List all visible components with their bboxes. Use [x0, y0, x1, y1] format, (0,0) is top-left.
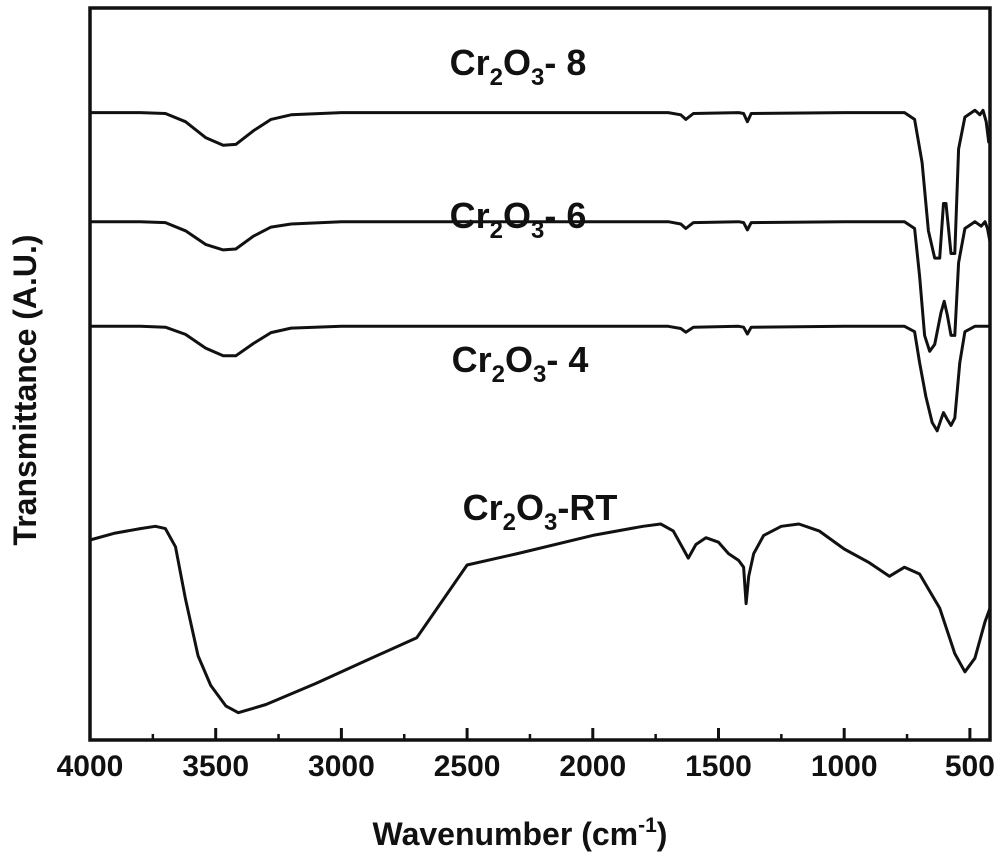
x-tick-label-3500: 3500 [182, 750, 249, 783]
series-curve-0 [88, 108, 992, 260]
y-axis-title: Transmittance (A.U.) [7, 234, 43, 545]
series-curves [88, 108, 992, 715]
plot-frame [88, 6, 992, 742]
series-label-1: Cr2O3- 6 [450, 195, 587, 244]
x-tick-label-2000: 2000 [559, 750, 626, 783]
x-axis-title: Wavenumber (cm-1) [373, 814, 668, 852]
x-axis-tick-labels: 4000 3500 3000 2500 2000 1500 1000 500 [57, 750, 995, 783]
series-curve-1 [88, 220, 992, 353]
x-tick-label-2500: 2500 [434, 750, 501, 783]
x-tick-label-1000: 1000 [811, 750, 878, 783]
series-labels: Cr2O3- 8 Cr2O3- 6 Cr2O3- 4 Cr2O3-RT [450, 42, 618, 536]
x-tick-label-4000: 4000 [57, 750, 124, 783]
series-curve-3 [88, 522, 992, 715]
series-curve-2 [88, 324, 992, 433]
x-axis-ticks [88, 728, 972, 740]
series-label-0: Cr2O3- 8 [450, 42, 587, 91]
x-tick-label-3000: 3000 [308, 750, 375, 783]
series-label-2: Cr2O3- 4 [452, 339, 589, 388]
series-label-3: Cr2O3-RT [463, 487, 618, 536]
x-tick-label-1500: 1500 [685, 750, 752, 783]
x-tick-label-500: 500 [945, 750, 995, 783]
